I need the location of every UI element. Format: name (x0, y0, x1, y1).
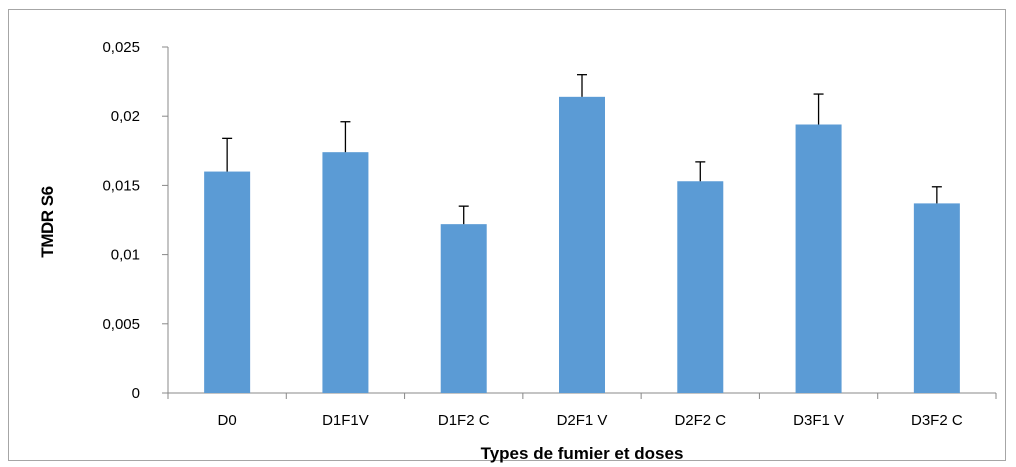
bar (204, 171, 251, 393)
x-tick-label: D1F1V (322, 412, 369, 429)
x-axis (167, 392, 997, 399)
x-tick-label: D2F2 C (674, 412, 726, 429)
x-tick-label: D3F2 C (911, 412, 963, 429)
bar (795, 124, 842, 393)
bar (559, 96, 605, 393)
y-tick-label: 0 (132, 385, 140, 402)
y-axis (162, 46, 169, 394)
y-tick-label: 0,01 (111, 247, 140, 264)
x-tick-labels: D0 D1F1V D1F2 C D2F1 V D2F2 C D3F1 V D3F2 C (218, 412, 963, 429)
y-tick-label: 0,015 (102, 177, 140, 194)
error-bars (222, 74, 942, 225)
y-tick-label: 0,025 (102, 39, 140, 56)
x-axis-label: Types de fumier et doses (481, 444, 684, 463)
bar (440, 224, 487, 393)
bar (913, 203, 960, 393)
y-tick-label: 0,005 (102, 316, 140, 333)
y-tick-label: 0,02 (111, 108, 140, 125)
bar (322, 152, 369, 393)
bars (204, 96, 960, 393)
x-tick-label: D1F2 C (438, 412, 490, 429)
x-tick-label: D3F1 V (793, 412, 844, 429)
x-tick-label: D2F1 V (557, 412, 608, 429)
y-axis-label: TMDR S6 (38, 186, 57, 257)
y-tick-labels: 0 0,005 0,01 0,015 0,02 0,025 (102, 39, 140, 402)
bar (677, 181, 724, 393)
x-tick-label: D0 (218, 412, 237, 429)
